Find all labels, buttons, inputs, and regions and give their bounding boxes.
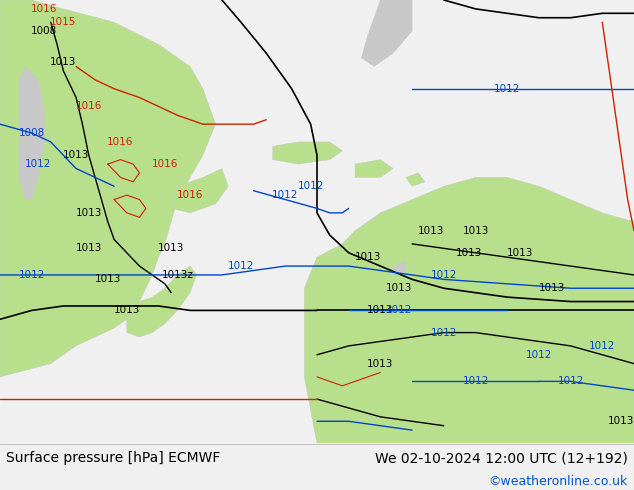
Text: 1013: 1013 xyxy=(418,225,444,236)
Polygon shape xyxy=(19,67,44,199)
Text: 1012: 1012 xyxy=(386,305,413,316)
Polygon shape xyxy=(0,0,216,377)
Text: 1013: 1013 xyxy=(94,274,121,284)
Text: 1012: 1012 xyxy=(25,159,51,169)
Polygon shape xyxy=(171,169,228,213)
Text: 1012: 1012 xyxy=(430,270,457,280)
Text: 1013: 1013 xyxy=(538,283,565,293)
Text: 1013: 1013 xyxy=(50,57,77,67)
Text: 1013: 1013 xyxy=(75,208,102,218)
Text: 1012: 1012 xyxy=(228,261,254,271)
Text: 1016: 1016 xyxy=(152,159,178,169)
Text: 1013: 1013 xyxy=(158,244,184,253)
Text: 1013: 1013 xyxy=(608,416,634,426)
Polygon shape xyxy=(355,160,393,177)
Polygon shape xyxy=(393,262,406,275)
Text: 1016: 1016 xyxy=(31,4,58,14)
Text: 1016: 1016 xyxy=(107,137,134,147)
Text: 1015: 1015 xyxy=(50,17,77,27)
Text: 1013: 1013 xyxy=(456,248,482,258)
Text: 1013: 1013 xyxy=(63,150,89,160)
Text: 1012: 1012 xyxy=(297,181,324,191)
Text: 1013: 1013 xyxy=(113,305,140,316)
Text: ©weatheronline.co.uk: ©weatheronline.co.uk xyxy=(488,475,628,488)
Text: 1013: 1013 xyxy=(507,248,533,258)
Text: 1012: 1012 xyxy=(462,376,489,387)
Text: 1013: 1013 xyxy=(367,359,394,368)
Text: 1012: 1012 xyxy=(430,328,457,338)
Polygon shape xyxy=(361,0,412,67)
Text: 1013: 1013 xyxy=(367,305,394,316)
Text: 1013z: 1013z xyxy=(162,270,193,280)
Text: 1013: 1013 xyxy=(462,225,489,236)
Polygon shape xyxy=(406,173,425,186)
Text: 1013: 1013 xyxy=(386,283,413,293)
Text: 1012: 1012 xyxy=(494,84,521,94)
Polygon shape xyxy=(127,266,197,337)
Text: 1012: 1012 xyxy=(272,190,299,200)
Text: We 02-10-2024 12:00 UTC (12+192): We 02-10-2024 12:00 UTC (12+192) xyxy=(375,451,628,466)
Text: 1008: 1008 xyxy=(18,128,45,138)
Text: 1013: 1013 xyxy=(75,244,102,253)
Text: 1013: 1013 xyxy=(354,252,381,262)
Text: 1012: 1012 xyxy=(18,270,45,280)
Text: 1008: 1008 xyxy=(31,26,58,36)
Polygon shape xyxy=(304,177,634,443)
Text: Surface pressure [hPa] ECMWF: Surface pressure [hPa] ECMWF xyxy=(6,451,221,466)
Text: 1012: 1012 xyxy=(526,350,552,360)
Text: 1016: 1016 xyxy=(177,190,204,200)
Text: 1012: 1012 xyxy=(557,376,584,387)
Polygon shape xyxy=(273,142,342,164)
Text: 1016: 1016 xyxy=(75,101,102,111)
Text: 1012: 1012 xyxy=(589,341,616,351)
